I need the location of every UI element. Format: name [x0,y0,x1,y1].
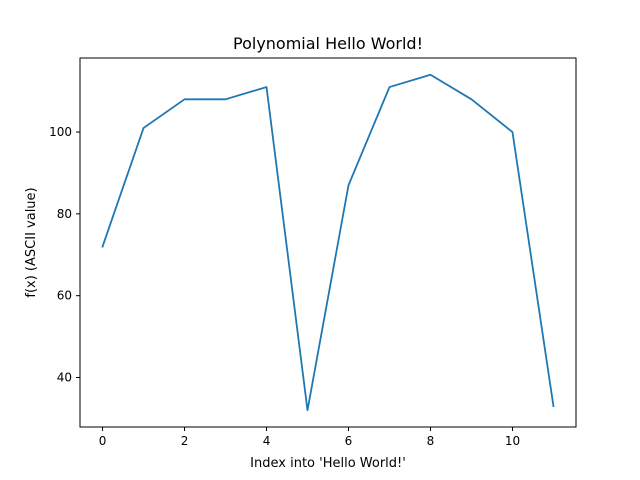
chart-title: Polynomial Hello World! [233,34,423,53]
y-tick-label: 60 [57,289,72,303]
x-tick-label: 4 [263,434,271,448]
series-line-0 [101,73,555,412]
y-tick-label: 100 [49,125,72,139]
y-tick-label: 40 [57,371,72,385]
x-axis-label: Index into 'Hello World!' [250,456,406,471]
y-axis-label: f(x) (ASCII value) [24,187,39,297]
x-tick-label: 10 [505,434,520,448]
x-tick-label: 2 [181,434,189,448]
plot-layer [101,73,555,412]
y-tick-label: 80 [57,207,72,221]
tick-layer: 0 2 4 6 8 10 40 60 80 100 [49,125,520,448]
x-tick-label: 0 [99,434,107,448]
x-tick-label: 8 [427,434,435,448]
plot-frame [79,57,577,428]
x-tick-label: 6 [345,434,353,448]
